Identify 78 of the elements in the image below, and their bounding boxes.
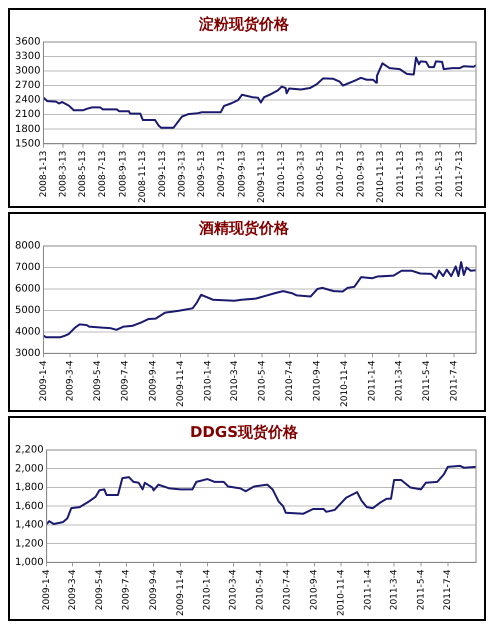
x-tick-label: 2011-3-13: [415, 150, 426, 198]
x-tick-label: 2010-7-13: [336, 150, 346, 198]
x-tick-label: 2011-1-13: [396, 150, 406, 198]
x-tick-label: 2010-7-4: [282, 569, 292, 610]
x-tick-label: 2009-9-4: [148, 569, 159, 610]
x-tick-label: 2008-9-13: [118, 150, 128, 198]
x-tick-label: 2009-11-4: [176, 360, 186, 407]
y-tick-label: 2100: [14, 109, 40, 120]
x-tick-label: 2010-3-4: [228, 569, 239, 610]
x-tick-label: 2010-1-4: [203, 360, 214, 402]
chart-title: 淀粉现货价格: [198, 14, 290, 33]
x-tick-label: 2009-3-4: [65, 360, 76, 402]
y-tick-label: 6000: [14, 284, 40, 295]
x-tick-label: 2009-3-13: [177, 150, 188, 198]
x-tick-label: 2009-7-4: [122, 569, 132, 610]
x-tick-label: 2010-9-4: [310, 569, 320, 610]
y-tick-label: 1500: [14, 138, 40, 150]
x-tick-label: 2009-11-13: [257, 150, 268, 204]
x-tick-label: 2008-7-13: [98, 150, 108, 198]
y-tick-label: 2700: [14, 80, 40, 92]
x-tick-label: 2008-5-13: [78, 150, 88, 198]
x-tick-label: 2011-5-4: [422, 360, 432, 402]
x-tick-label: 2011-7-13: [455, 150, 466, 198]
x-tick-label: 2011-5-4: [416, 569, 426, 610]
y-tick-label: 3000: [14, 348, 40, 360]
x-tick-label: 2010-11-4: [336, 569, 347, 616]
chart-title: 酒精现货价格: [198, 218, 290, 237]
y-tick-label: 8000: [14, 240, 40, 252]
x-tick-label: 2011-3-4: [394, 360, 404, 402]
x-tick-label: 2009-5-4: [92, 360, 103, 402]
x-tick-label: 2009-5-13: [197, 150, 208, 198]
y-tick-label: 1,600: [14, 500, 44, 512]
x-tick-label: 2010-3-13: [296, 150, 306, 198]
x-tick-label: 2011-3-4: [389, 569, 400, 610]
x-tick-label: 2008-1-13: [38, 150, 49, 198]
x-tick-label: 2010-1-13: [277, 150, 288, 198]
y-tick-label: 3600: [14, 36, 40, 48]
x-tick-label: 2009-9-13: [237, 150, 248, 198]
x-tick-label: 2010-11-13: [376, 150, 386, 204]
x-tick-label: 2009-7-4: [120, 360, 130, 402]
x-tick-label: 2009-5-4: [94, 569, 105, 610]
x-tick-label: 2010-11-4: [340, 360, 350, 407]
y-tick-label: 5000: [14, 305, 40, 316]
x-tick-label: 2009-3-4: [68, 569, 78, 610]
y-tick-label: 7000: [14, 262, 40, 274]
y-tick-label: 1,800: [14, 482, 44, 494]
x-tick-label: 2008-3-13: [58, 150, 68, 198]
x-tick-label: 2009-1-4: [42, 569, 52, 610]
y-tick-label: 1,400: [14, 520, 44, 531]
x-tick-label: 2010-3-4: [230, 360, 240, 402]
x-tick-label: 2011-1-4: [363, 569, 374, 610]
x-tick-label: 2010-1-4: [202, 569, 213, 610]
y-tick-label: 4000: [14, 326, 40, 338]
x-tick-label: 2011-7-4: [449, 360, 460, 402]
x-tick-label: 2009-1-13: [158, 150, 168, 198]
x-tick-label: 2010-5-4: [256, 569, 266, 610]
x-tick-label: 2011-5-13: [435, 150, 446, 198]
x-tick-label: 2010-9-4: [312, 360, 323, 402]
x-tick-label: 2009-1-4: [38, 360, 49, 402]
y-tick-label: 1800: [14, 124, 40, 135]
y-tick-label: 1,200: [14, 538, 44, 550]
x-tick-label: 2008-11-13: [138, 150, 148, 204]
y-tick-label: 2400: [14, 94, 40, 106]
y-tick-label: 1,000: [14, 557, 44, 568]
y-tick-label: 3000: [14, 66, 40, 77]
x-tick-label: 2009-7-13: [217, 150, 228, 198]
x-tick-label: 2009-9-4: [148, 360, 158, 402]
y-tick-label: 2,000: [14, 463, 44, 474]
x-tick-label: 2010-5-13: [316, 150, 326, 198]
x-tick-label: 2009-11-4: [176, 569, 186, 616]
x-tick-label: 2010-7-4: [284, 360, 295, 402]
y-tick-label: 3300: [14, 51, 40, 62]
x-tick-label: 2010-5-4: [257, 360, 268, 402]
x-tick-label: 2011-7-4: [443, 569, 454, 610]
x-tick-label: 2010-9-13: [356, 150, 366, 198]
chart-title: DDGS现货价格: [190, 422, 299, 441]
y-tick-label: 2,200: [14, 444, 44, 456]
x-tick-label: 2011-1-4: [368, 360, 378, 402]
